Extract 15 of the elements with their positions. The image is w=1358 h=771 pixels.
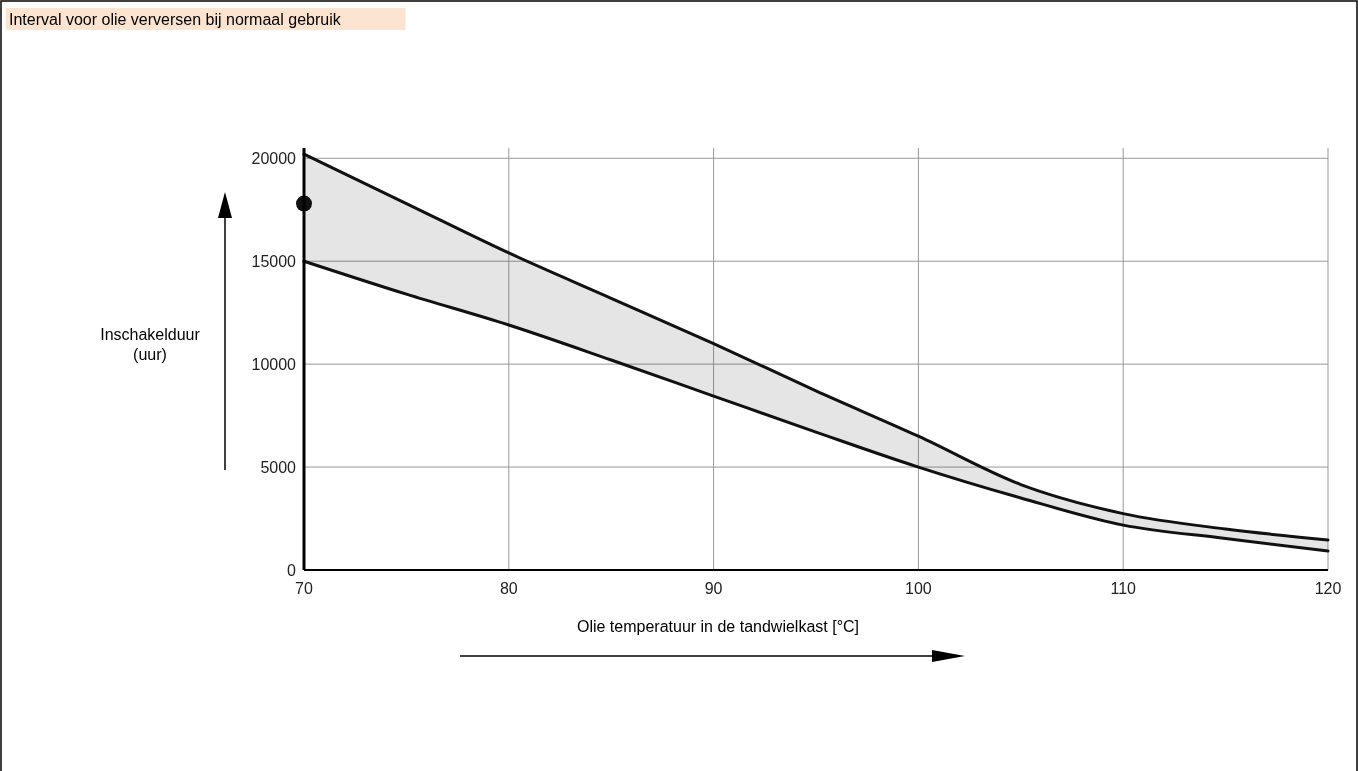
- x-axis-title: Olie temperatuur in de tandwielkast [°C]: [576, 618, 860, 635]
- x-tick-label: 70: [295, 580, 313, 597]
- x-tick-label: 90: [704, 580, 723, 597]
- y-tick-label: 0: [287, 562, 297, 579]
- y-tick-label: 20000: [251, 150, 297, 168]
- x-tick-label: 120: [1314, 580, 1342, 597]
- x-tick-label: 80: [499, 580, 518, 597]
- x-tick-label: 110: [1110, 580, 1137, 597]
- y-tick-label: 15000: [251, 253, 297, 271]
- y-tick-label: 10000: [251, 356, 297, 374]
- y-tick-label: 5000: [260, 459, 297, 477]
- text: Interval voor olie verversen bij normaal gebruik: [9, 11, 342, 28]
- y-axis-title: Inschakelduur (uur): [100, 326, 201, 363]
- line-series: [302, 259, 1330, 553]
- x-tick-label: 100: [905, 580, 932, 597]
